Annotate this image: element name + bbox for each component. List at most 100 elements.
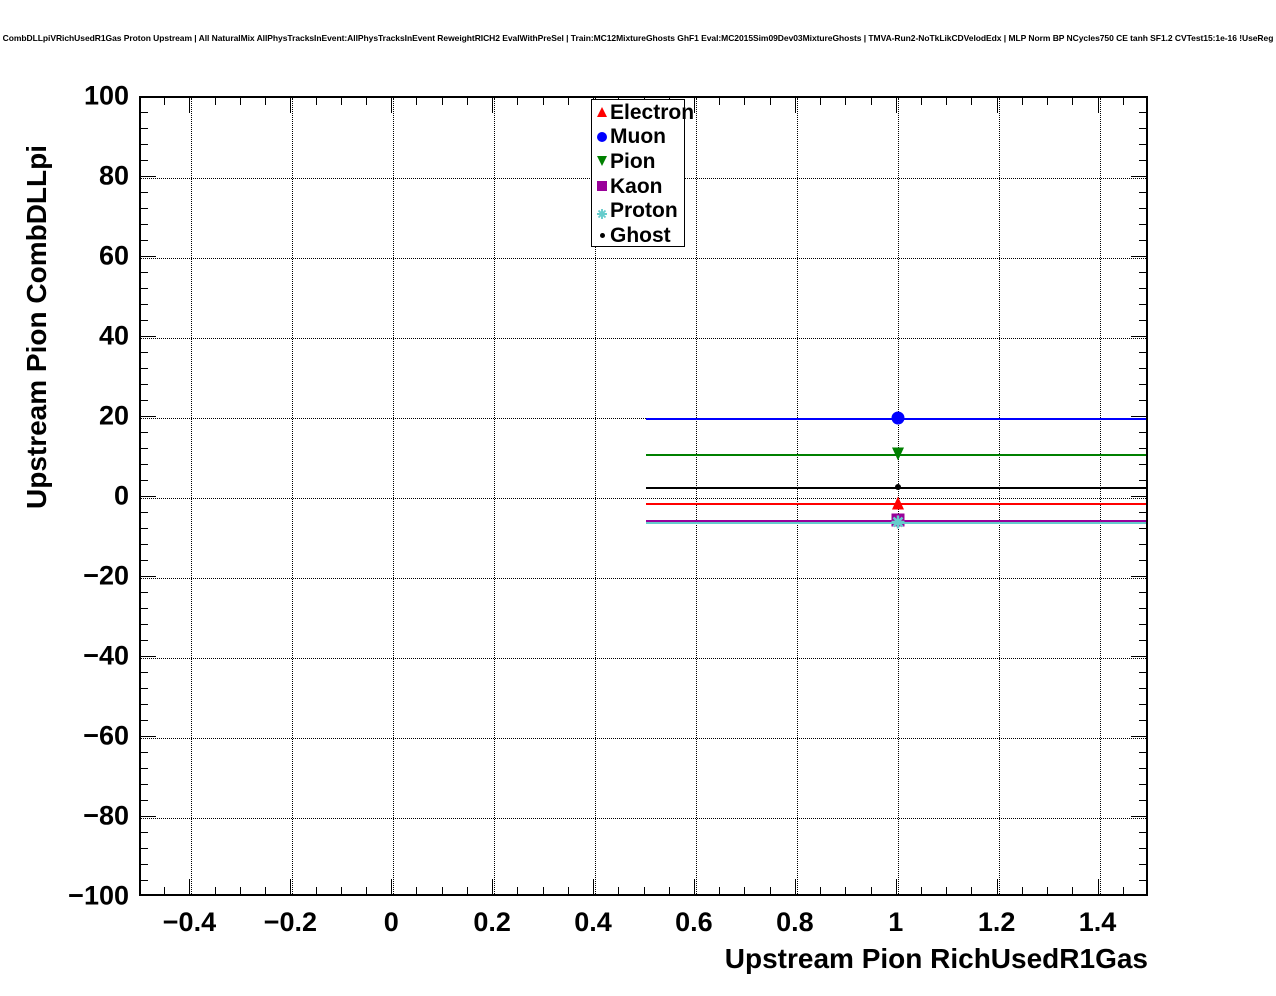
gridline-vertical xyxy=(393,98,395,894)
y-tick-minor xyxy=(139,192,148,193)
x-tick-minor xyxy=(366,887,368,896)
y-tick-minor xyxy=(139,240,148,241)
y-tick-minor-right xyxy=(1139,112,1148,113)
y-tick-minor-right xyxy=(1139,368,1148,369)
y-tick-major-right xyxy=(1131,816,1148,817)
x-tick-minor xyxy=(567,887,569,896)
y-tick-major xyxy=(139,416,156,417)
y-tick-minor xyxy=(139,672,148,673)
y-tick-minor-right xyxy=(1139,464,1148,465)
x-tick-minor-top xyxy=(1047,96,1049,105)
legend-entry-ghost[interactable]: Ghost xyxy=(592,223,684,248)
y-tick-minor-right xyxy=(1139,880,1148,881)
x-tick-minor xyxy=(618,887,620,896)
x-tick-minor-top xyxy=(239,96,241,105)
y-tick-minor xyxy=(139,544,148,545)
y-axis-tick-label: −80 xyxy=(83,800,129,831)
x-tick-minor xyxy=(542,887,544,896)
x-tick-minor xyxy=(1122,887,1124,896)
x-tick-major-top xyxy=(794,96,796,113)
series-marker-electron xyxy=(891,496,904,510)
legend-entry-muon[interactable]: Muon xyxy=(592,125,684,150)
x-tick-minor-top xyxy=(214,96,216,105)
y-tick-minor-right xyxy=(1139,560,1148,561)
y-tick-minor xyxy=(139,848,148,849)
gridline-horizontal xyxy=(141,578,1146,579)
y-tick-minor xyxy=(139,384,148,385)
marker-square-icon xyxy=(597,181,607,192)
y-tick-major xyxy=(139,736,156,737)
gridline-horizontal xyxy=(141,338,1146,339)
gridline-vertical xyxy=(595,98,597,894)
y-tick-major-right xyxy=(1131,176,1148,177)
legend-entry-proton[interactable]: Proton xyxy=(592,198,684,223)
x-tick-major xyxy=(391,879,393,896)
y-tick-minor xyxy=(139,144,148,145)
gridline-horizontal xyxy=(141,818,1146,819)
x-tick-minor-top xyxy=(1021,96,1023,105)
x-tick-major-top xyxy=(693,96,695,113)
y-tick-minor-right xyxy=(1139,400,1148,401)
y-tick-minor xyxy=(139,304,148,305)
x-axis-tick-label: 0.8 xyxy=(776,907,814,937)
x-tick-minor-top xyxy=(870,96,872,105)
legend-label: Muon xyxy=(610,125,666,149)
x-tick-minor-top xyxy=(416,96,418,105)
y-tick-minor xyxy=(139,608,148,609)
y-tick-minor xyxy=(139,128,148,129)
x-tick-minor xyxy=(668,887,670,896)
x-tick-minor-top xyxy=(1072,96,1074,105)
legend-label: Proton xyxy=(610,199,678,223)
x-tick-minor-top xyxy=(719,96,721,105)
y-tick-minor-right xyxy=(1139,320,1148,321)
x-tick-minor xyxy=(265,887,267,896)
y-tick-minor-right xyxy=(1139,832,1148,833)
y-tick-minor-right xyxy=(1139,272,1148,273)
y-axis-tick-label: 40 xyxy=(98,320,129,351)
y-tick-major-right xyxy=(1131,656,1148,657)
legend-entry-pion[interactable]: Pion xyxy=(592,149,684,174)
x-tick-minor xyxy=(239,887,241,896)
legend-entry-electron[interactable]: Electron xyxy=(592,100,694,125)
y-tick-major xyxy=(139,176,156,177)
y-tick-minor xyxy=(139,320,148,321)
x-tick-major xyxy=(1097,879,1099,896)
gridline-vertical xyxy=(292,98,294,894)
y-tick-major xyxy=(139,496,156,497)
y-tick-major xyxy=(139,576,156,577)
y-tick-minor-right xyxy=(1139,480,1148,481)
y-tick-minor xyxy=(139,272,148,273)
x-tick-minor-top xyxy=(517,96,519,105)
y-tick-minor xyxy=(139,624,148,625)
legend-label: Ghost xyxy=(610,223,671,247)
marker-triangle-up-icon xyxy=(597,107,607,118)
legend-entry-kaon[interactable]: Kaon xyxy=(592,174,684,199)
legend-label: Kaon xyxy=(610,174,663,198)
y-tick-minor-right xyxy=(1139,352,1148,353)
x-axis-tick-label: 1.4 xyxy=(1078,907,1117,937)
y-tick-minor-right xyxy=(1139,640,1148,641)
y-axis-tick-label: −100 xyxy=(68,880,129,911)
legend-triangle-down-icon xyxy=(594,151,610,171)
x-tick-major xyxy=(794,879,796,896)
y-tick-minor-right xyxy=(1139,512,1148,513)
y-tick-minor-right xyxy=(1139,192,1148,193)
gridline-vertical xyxy=(796,98,798,894)
y-tick-major xyxy=(139,256,156,257)
y-tick-minor xyxy=(139,768,148,769)
y-axis-tick-label: 0 xyxy=(113,480,129,511)
y-tick-minor xyxy=(139,288,148,289)
y-tick-minor-right xyxy=(1139,704,1148,705)
legend-label: Pion xyxy=(610,149,656,173)
y-tick-minor-right xyxy=(1139,672,1148,673)
x-tick-major-top xyxy=(996,96,998,113)
x-tick-minor-top xyxy=(441,96,443,105)
y-axis-tick-label: 80 xyxy=(98,160,129,191)
x-tick-minor-top xyxy=(542,96,544,105)
gridline-vertical xyxy=(494,98,496,894)
gridline-vertical xyxy=(695,98,697,894)
y-tick-minor-right xyxy=(1139,624,1148,625)
y-tick-minor xyxy=(139,864,148,865)
y-axis-tick-label: −20 xyxy=(83,560,129,591)
x-tick-minor-top xyxy=(315,96,317,105)
